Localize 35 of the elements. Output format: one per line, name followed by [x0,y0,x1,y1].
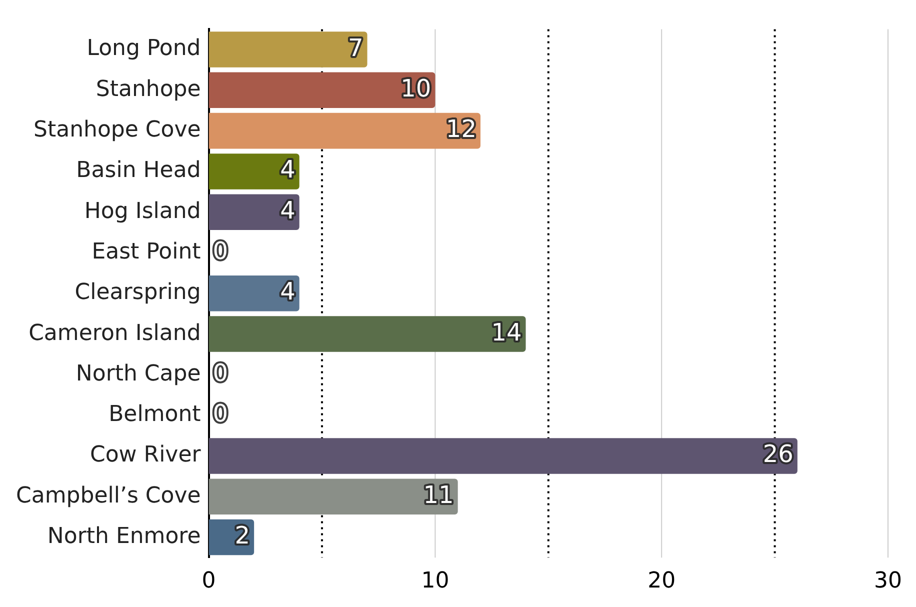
y-tick-label: North Cape [76,361,201,386]
bar [208,154,300,190]
y-tick-label: Stanhope Cove [33,118,201,143]
bar [208,316,526,352]
x-tick-label: 10 [421,568,450,594]
y-tick-label: Hog Island [84,198,201,224]
y-tick-label: East Point [92,239,202,264]
x-tick-label: 30 [874,568,902,594]
data-label: 4 [280,156,296,184]
bar [208,72,436,108]
y-tick-label: Campbell’s Cove [16,483,201,508]
y-tick-label: Cameron Island [28,320,201,346]
data-label: 2 [234,522,250,550]
data-label: 12 [446,115,476,144]
y-tick-label: Clearspring [74,280,201,306]
data-label: 4 [280,196,296,224]
y-tick-label: Cow River [90,442,202,468]
bar [208,276,300,312]
bar [208,478,458,515]
y-tick-label: Basin Head [76,158,201,184]
x-tick-label: 0 [202,568,216,594]
data-label: 7 [348,34,364,62]
x-tick-label: 20 [648,568,676,594]
y-tick-label: Long Pond [86,36,201,62]
bar [208,112,480,149]
data-label: 4 [280,278,296,306]
bar [208,194,300,230]
bar [208,32,368,68]
y-tick-label: Belmont [108,402,202,428]
bar [208,438,798,474]
y-tick-label: North Enmore [47,524,201,549]
data-label: 10 [400,74,432,102]
y-tick-label: Stanhope [96,76,201,102]
data-label: 26 [762,440,794,468]
data-label: 14 [491,318,522,346]
